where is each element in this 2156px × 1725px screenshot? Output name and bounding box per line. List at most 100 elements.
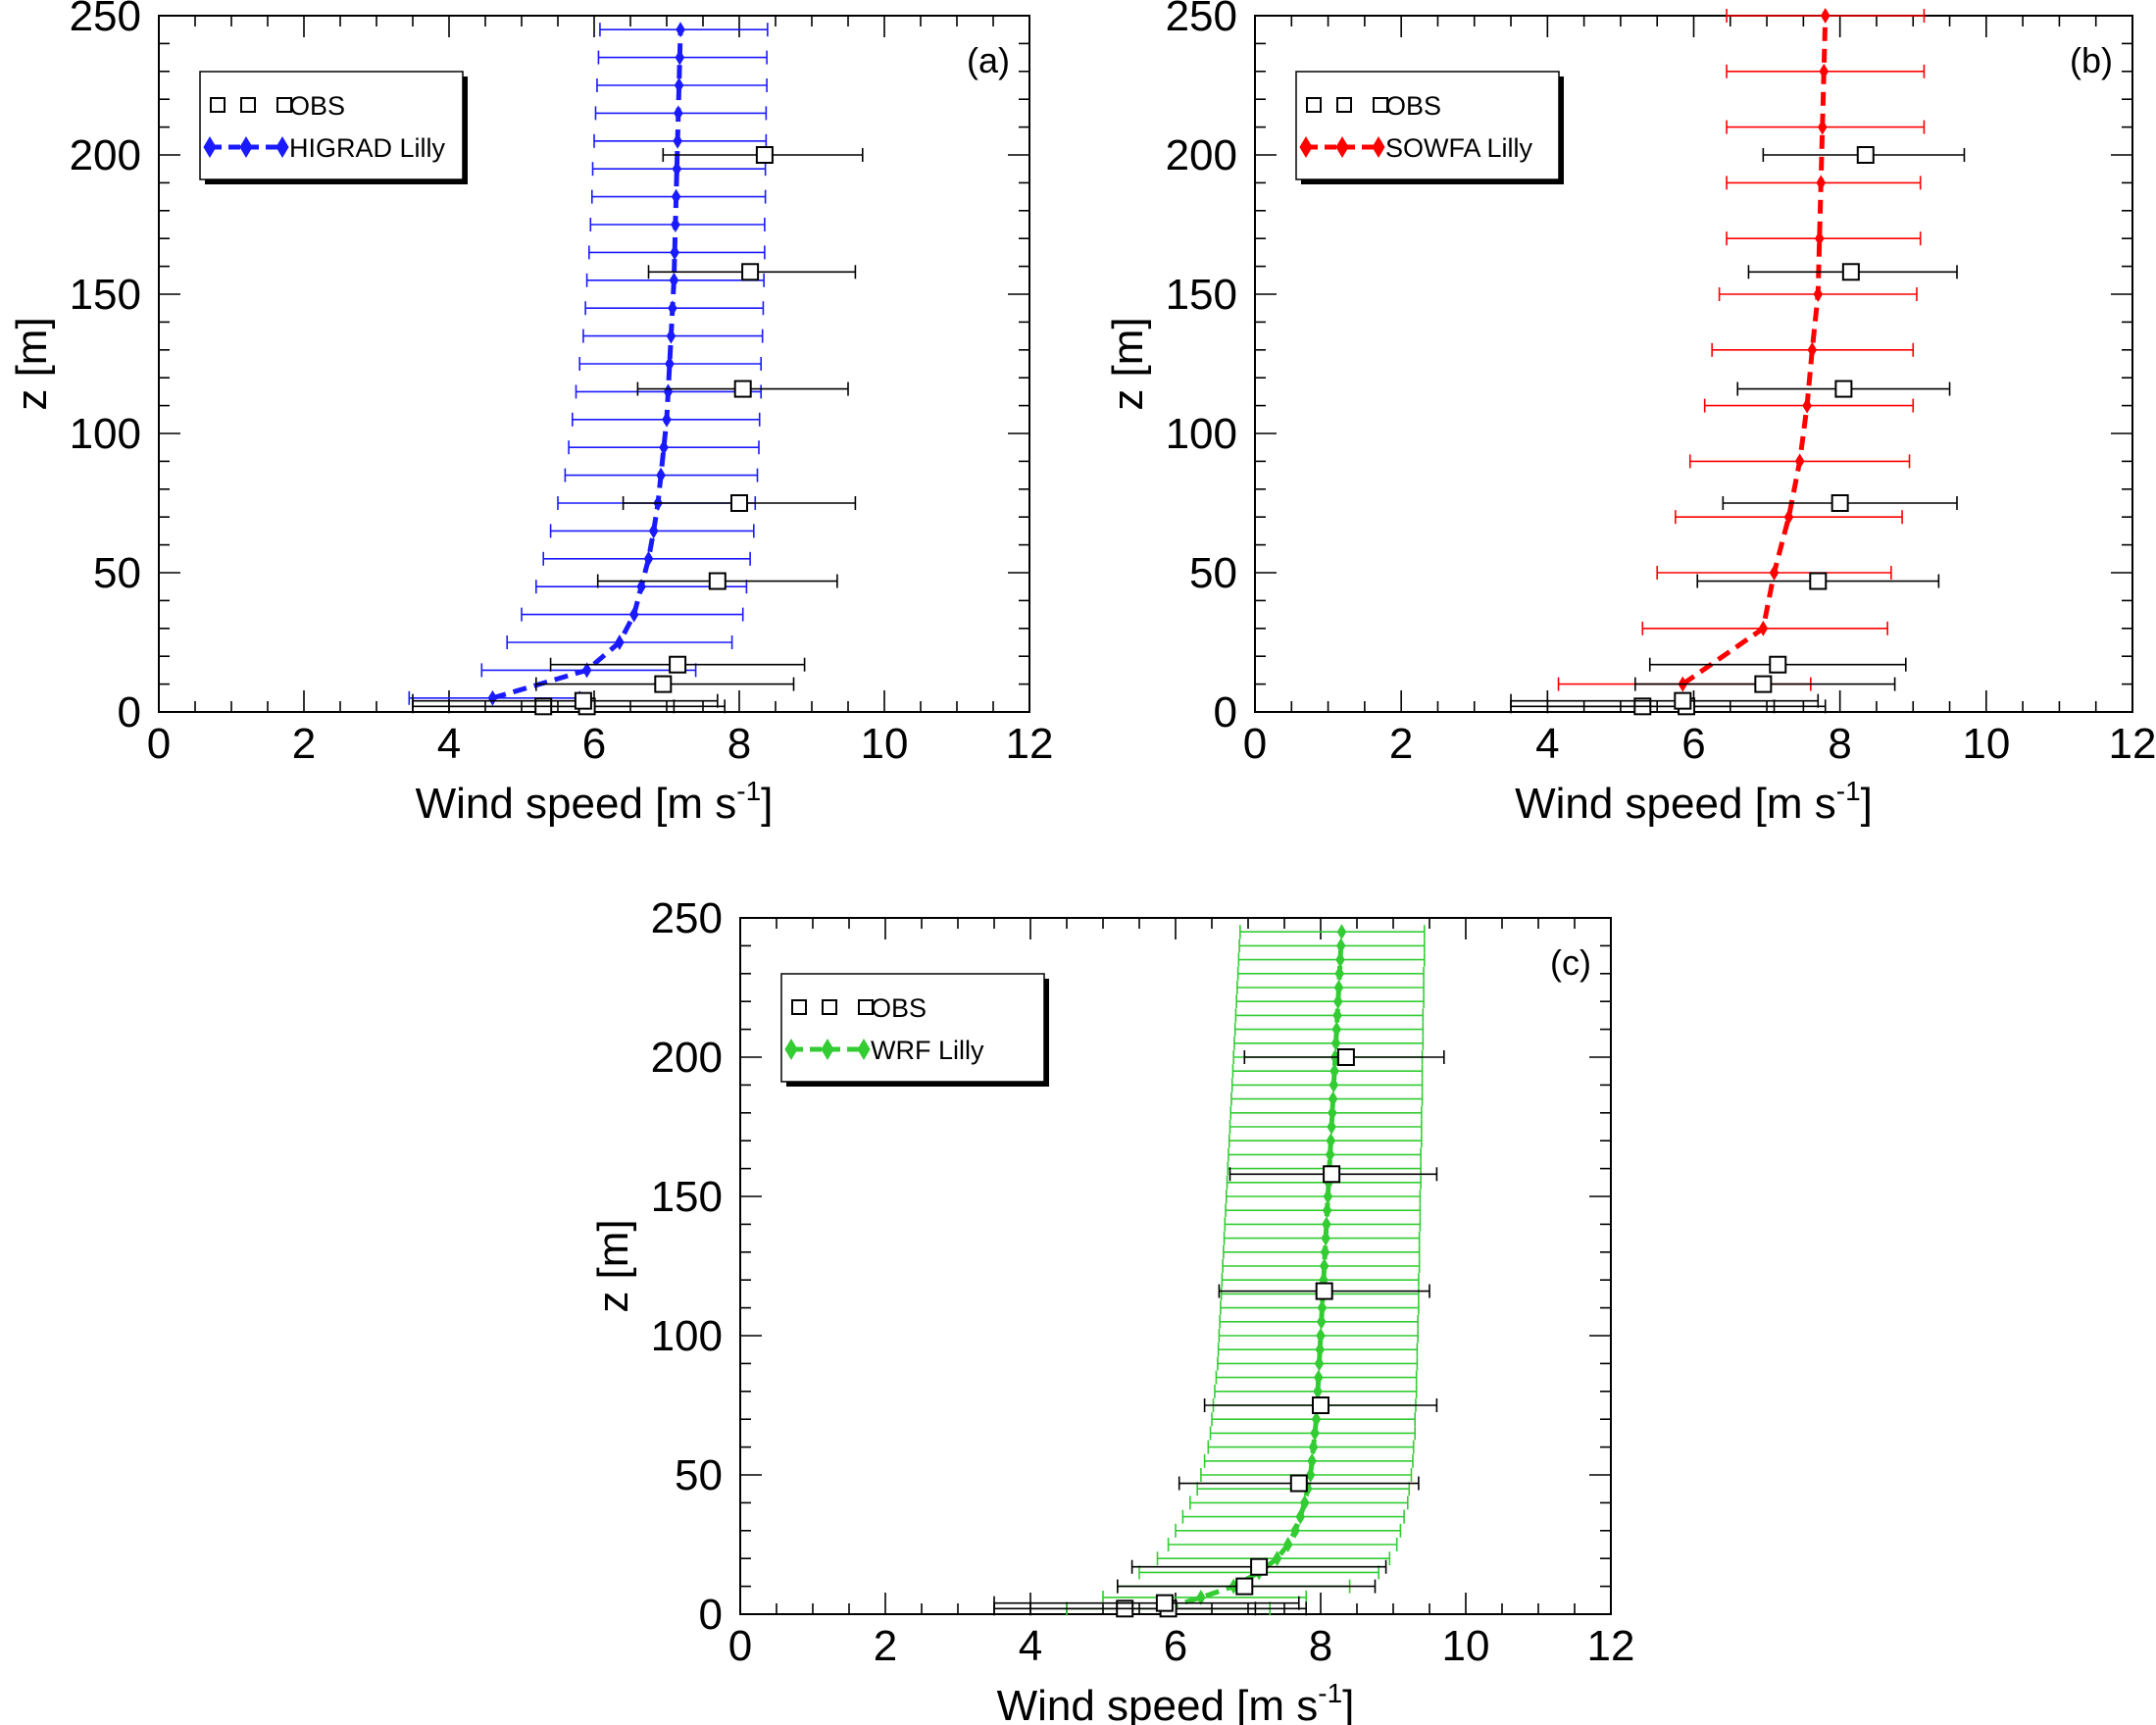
legend-obs-marker — [240, 97, 256, 113]
legend-model-marker — [276, 136, 289, 158]
obs-point — [1834, 380, 1853, 398]
legend-box — [199, 71, 464, 180]
model-point — [1321, 1230, 1330, 1246]
legend-obs-marker — [276, 97, 292, 113]
model-point — [1330, 1035, 1341, 1051]
model-point — [1335, 951, 1345, 968]
model-point — [1758, 620, 1769, 636]
model-point — [1272, 1550, 1282, 1567]
legend-model-marker — [1335, 136, 1349, 158]
model-point — [656, 467, 666, 483]
obs-point — [1312, 1396, 1329, 1414]
model-point — [1329, 1063, 1339, 1080]
obs-point — [1830, 494, 1849, 512]
model-point — [1794, 453, 1805, 470]
panel-label: (c) — [1550, 942, 1591, 983]
model-point — [670, 244, 679, 261]
legend-label-model: SOWFA Lilly — [1385, 133, 1533, 163]
y-tick-label: 50 — [1189, 549, 1237, 597]
x-tick-label: 10 — [861, 720, 909, 768]
legend-model-marker — [239, 136, 253, 158]
legend-label-obs: OBS — [871, 993, 927, 1023]
obs-point — [1155, 1594, 1174, 1612]
model-point — [1819, 63, 1830, 79]
y-tick-label: 250 — [651, 894, 723, 942]
model-point — [671, 188, 681, 205]
obs-point — [1841, 263, 1860, 281]
legend-label-obs: OBS — [289, 91, 345, 121]
model-point — [1332, 1007, 1342, 1024]
model-point — [662, 411, 672, 428]
model-point — [636, 579, 646, 595]
panel-label: (b) — [2070, 40, 2113, 80]
model-point — [665, 356, 675, 372]
legend-label-model: HIGRAD Lilly — [289, 133, 446, 163]
model-point — [1325, 1146, 1335, 1163]
model-point — [1769, 565, 1780, 581]
obs-point — [741, 263, 760, 281]
obs-point — [1235, 1577, 1254, 1596]
model-point — [1817, 119, 1828, 135]
model-point — [1316, 1328, 1326, 1344]
model-point — [1316, 1313, 1327, 1330]
x-tick-label: 4 — [437, 720, 461, 768]
model-point — [1290, 1522, 1300, 1539]
obs-point — [1754, 675, 1773, 693]
model-point — [1317, 1299, 1328, 1316]
y-tick-label: 200 — [70, 131, 141, 179]
model-point — [1305, 1467, 1316, 1483]
model-point — [1820, 8, 1830, 24]
x-tick-label: 12 — [2109, 720, 2156, 768]
x-axis-title: Wind speed [m s-1] — [997, 1678, 1355, 1725]
model-point — [659, 439, 669, 456]
legend-model-marker — [1372, 136, 1385, 158]
legend-box — [780, 973, 1045, 1083]
model-point — [1783, 509, 1794, 526]
model-series-line — [1164, 932, 1344, 1611]
obs-point — [1809, 572, 1828, 590]
obs-point — [1323, 1165, 1341, 1184]
model-point — [1334, 965, 1345, 982]
y-tick-label: 100 — [651, 1312, 723, 1360]
x-tick-label: 0 — [1243, 720, 1267, 768]
panel-label: (a) — [967, 40, 1010, 80]
legend-model-marker — [857, 1039, 871, 1060]
legend-model-marker — [784, 1039, 798, 1060]
model-point — [1802, 397, 1812, 414]
x-tick-label: 4 — [1019, 1622, 1042, 1670]
legend-model-marker — [821, 1039, 834, 1060]
model-point — [1322, 1202, 1332, 1219]
model-point — [1333, 980, 1344, 995]
y-tick-label: 100 — [70, 410, 141, 458]
chart-panel-1: 0 2 4 6 8 10 12 0 50 100 150 200 250 Wind speed [m s-… — [8, 0, 1053, 828]
model-point — [1323, 1189, 1333, 1204]
y-axis-title: z [m] — [1104, 317, 1152, 410]
model-point — [1295, 1508, 1306, 1525]
legend-label-obs: OBS — [1385, 91, 1441, 121]
model-point — [1313, 1383, 1323, 1399]
model-point — [1320, 1243, 1330, 1260]
y-tick-label: 200 — [1166, 131, 1237, 179]
model-point — [1331, 1021, 1342, 1038]
model-point — [674, 105, 683, 122]
y-tick-label: 100 — [1166, 410, 1237, 458]
legend-model-marker — [203, 136, 217, 158]
obs-point — [755, 146, 774, 164]
model-point — [1328, 1104, 1337, 1121]
model-point — [666, 328, 677, 344]
obs-point — [1289, 1474, 1308, 1493]
model-point — [1311, 1411, 1322, 1428]
model-point — [674, 77, 684, 93]
model-point — [1335, 938, 1346, 954]
model-point — [1815, 230, 1825, 247]
legend-obs-marker — [822, 999, 837, 1015]
obs-point — [1315, 1282, 1333, 1300]
y-tick-label: 150 — [70, 271, 141, 319]
obs-point — [708, 572, 727, 590]
model-point — [663, 383, 674, 400]
legend-obs-marker — [858, 999, 874, 1015]
obs-point — [1856, 146, 1875, 164]
y-tick-label: 250 — [1166, 0, 1237, 40]
model-point — [1327, 1119, 1336, 1135]
model-point — [675, 49, 685, 66]
